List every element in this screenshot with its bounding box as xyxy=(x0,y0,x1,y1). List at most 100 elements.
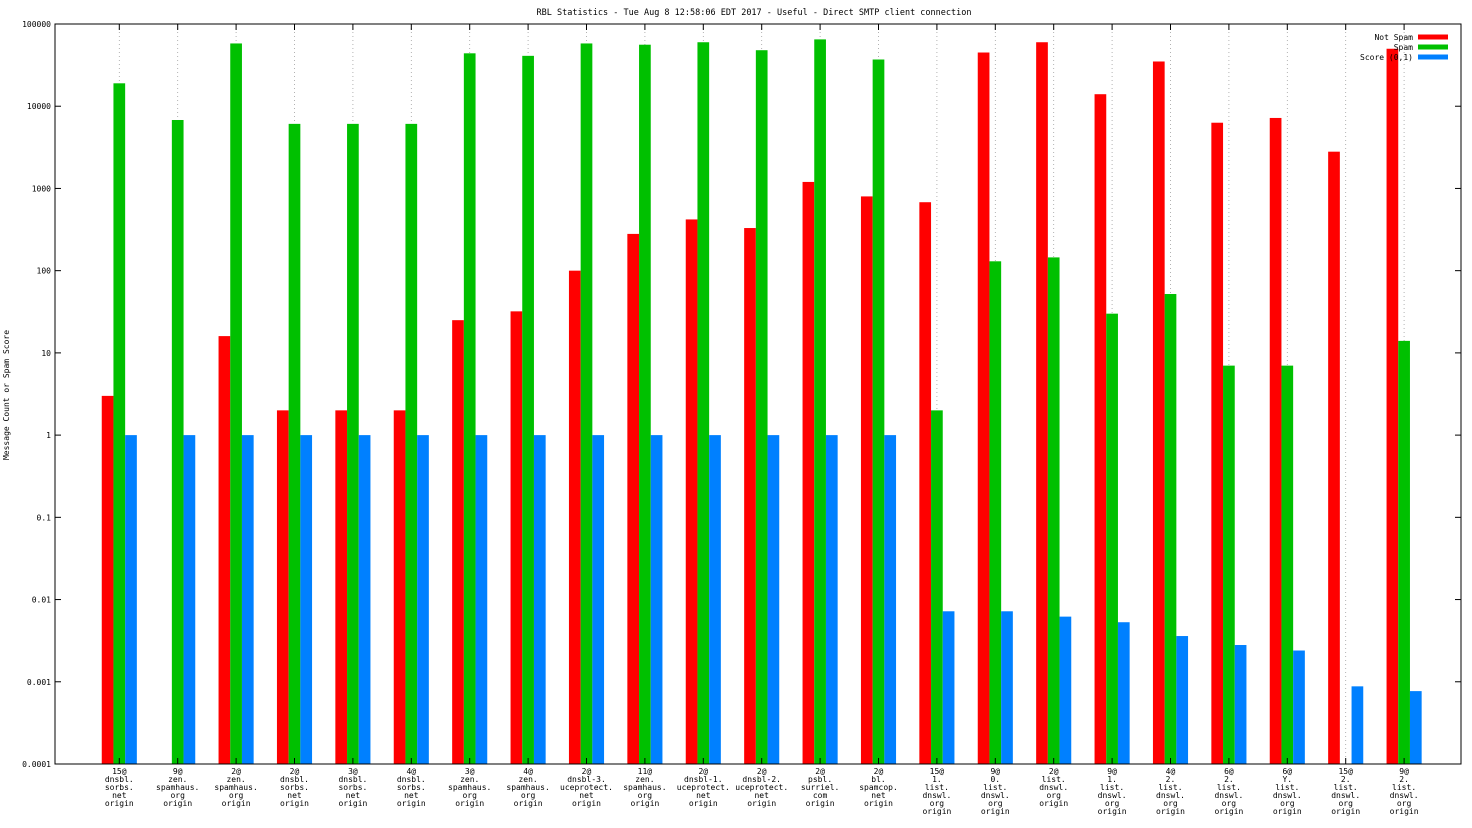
x-tick-label: 9@ zen. spamhaus. org origin xyxy=(156,767,199,808)
bar-score-0-1 xyxy=(1409,691,1422,764)
bar-score-0-1 xyxy=(1001,611,1013,764)
bar-spam xyxy=(931,410,943,764)
bar-not-spam xyxy=(1386,48,1399,765)
bar-score-0-1 xyxy=(767,435,780,764)
x-axis-ticks: 15@ dnsbl. sorbs. net origin 9@ zen. spamhaus. o… xyxy=(105,24,1419,816)
bar-score-0-1 xyxy=(417,435,429,764)
x-tick-label: 4@ dnsbl. sorbs. net origin xyxy=(397,767,426,808)
bar-score-0-1 xyxy=(533,435,546,764)
bar-spam xyxy=(639,44,651,765)
bar-not-spam xyxy=(744,228,756,764)
x-tick-label: 3@ zen. spamhaus. org origin xyxy=(448,767,491,808)
bar-not-spam xyxy=(685,219,698,764)
legend-swatch xyxy=(1418,44,1448,50)
bar-score-0-1 xyxy=(358,435,371,764)
bar-score-0-1 xyxy=(1293,650,1305,764)
bar-spam xyxy=(171,119,184,764)
y-tick-label: 0.01 xyxy=(32,596,51,605)
y-tick-label: 100000 xyxy=(22,20,51,29)
y-axis-label: Message Count or Spam Score xyxy=(2,330,11,460)
x-tick-label: 9@ 0. list. dnswl. org origin xyxy=(981,767,1010,816)
x-tick-label: 9@ 2. list. dnswl. org origin xyxy=(1390,767,1419,816)
legend-label: Not Spam xyxy=(1374,33,1413,42)
bar-not-spam xyxy=(510,311,523,764)
bar-spam xyxy=(697,42,710,764)
bar-not-spam xyxy=(860,196,873,764)
bar-score-0-1 xyxy=(241,435,254,764)
x-tick-label: 2@ dnsbl-3. uceprotect. net origin xyxy=(560,767,613,808)
bar-spam xyxy=(113,83,126,764)
x-tick-label: 2@ dnsbl. sorbs. net origin xyxy=(280,767,309,808)
y-tick-label: 1000 xyxy=(32,184,51,193)
bar-score-0-1 xyxy=(709,435,721,764)
x-tick-label: 2@ dnsbl-2. uceprotect. net origin xyxy=(735,767,788,808)
bar-score-0-1 xyxy=(475,435,488,764)
bar-spam xyxy=(580,43,593,764)
x-tick-label: 6@ Y. list. dnswl. org origin xyxy=(1273,767,1302,816)
bar-score-0-1 xyxy=(183,435,196,764)
bar-not-spam xyxy=(627,233,640,765)
bar-not-spam xyxy=(1211,122,1224,764)
x-tick-label: 2@ bl. spamcop. net origin xyxy=(859,767,898,808)
bar-not-spam xyxy=(1094,94,1107,764)
bar-not-spam xyxy=(1269,117,1282,765)
bar-spam xyxy=(288,123,301,765)
x-tick-label: 3@ dnsbl. sorbs. net origin xyxy=(338,767,367,808)
bar-spam xyxy=(1281,365,1294,764)
bar-score-0-1 xyxy=(942,611,955,764)
bar-score-0-1 xyxy=(300,435,313,764)
x-tick-label: 15@ 2. list. dnswl. org origin xyxy=(1331,767,1360,816)
x-tick-label: 15@ 1. list. dnswl. org origin xyxy=(922,767,951,816)
bar-not-spam xyxy=(568,270,581,764)
bar-score-0-1 xyxy=(884,435,897,764)
x-tick-label: 2@ psbl. surriel. com origin xyxy=(801,767,840,808)
y-tick-label: 100 xyxy=(37,267,52,276)
bar-spam xyxy=(405,123,418,765)
bar-score-0-1 xyxy=(1176,636,1189,764)
bars xyxy=(101,39,1422,765)
bar-score-0-1 xyxy=(650,435,663,764)
chart-title: RBL Statistics - Tue Aug 8 12:58:06 EDT … xyxy=(537,8,972,18)
x-tick-label: 11@ zen. spamhaus. org origin xyxy=(623,767,666,808)
y-tick-label: 0.001 xyxy=(27,678,51,687)
bar-not-spam xyxy=(977,52,990,765)
y-axis-ticks: 0.0001 0.001 0.01 0.1 1 10 100 1000 10000 100000 xyxy=(22,20,1461,769)
bar-not-spam xyxy=(1328,151,1340,765)
bar-spam xyxy=(463,53,476,765)
x-tick-label: 2@ zen. spamhaus. org origin xyxy=(214,767,257,808)
bar-not-spam xyxy=(101,395,114,764)
y-tick-label: 0.1 xyxy=(37,513,52,522)
bar-score-0-1 xyxy=(592,435,605,764)
bar-spam xyxy=(230,43,242,764)
bar-score-0-1 xyxy=(1351,686,1364,764)
bar-not-spam xyxy=(218,336,231,764)
bar-not-spam xyxy=(393,410,406,764)
y-tick-label: 10000 xyxy=(27,102,51,111)
bar-spam xyxy=(872,59,885,764)
bar-score-0-1 xyxy=(125,435,137,764)
legend-swatch xyxy=(1418,54,1448,60)
bar-spam xyxy=(347,123,359,765)
bar-spam xyxy=(1106,313,1118,764)
bar-spam xyxy=(814,39,826,764)
bar-not-spam xyxy=(335,410,348,764)
x-tick-label: 15@ dnsbl. sorbs. net origin xyxy=(105,767,134,808)
bar-spam xyxy=(1164,294,1177,764)
x-tick-label: 6@ 2. list. dnswl. org origin xyxy=(1214,767,1243,816)
plot-frame xyxy=(54,23,1462,765)
bar-score-0-1 xyxy=(1117,622,1130,764)
x-tick-label: 9@ 1. list. dnswl. org origin xyxy=(1098,767,1127,816)
y-tick-label: 0.0001 xyxy=(22,760,51,769)
bar-not-spam xyxy=(452,320,464,764)
bar-spam xyxy=(989,261,1002,764)
bar-spam xyxy=(522,55,534,765)
y-tick-label: 10 xyxy=(41,349,51,358)
x-tick-label: 4@ zen. spamhaus. org origin xyxy=(506,767,549,808)
legend-label: Score (0,1) xyxy=(1360,53,1413,62)
x-tick-label: 2@ dnsbl-1. uceprotect. net origin xyxy=(677,767,730,808)
bar-score-0-1 xyxy=(1059,616,1072,764)
bar-spam xyxy=(1398,340,1410,764)
bar-spam xyxy=(755,50,768,765)
